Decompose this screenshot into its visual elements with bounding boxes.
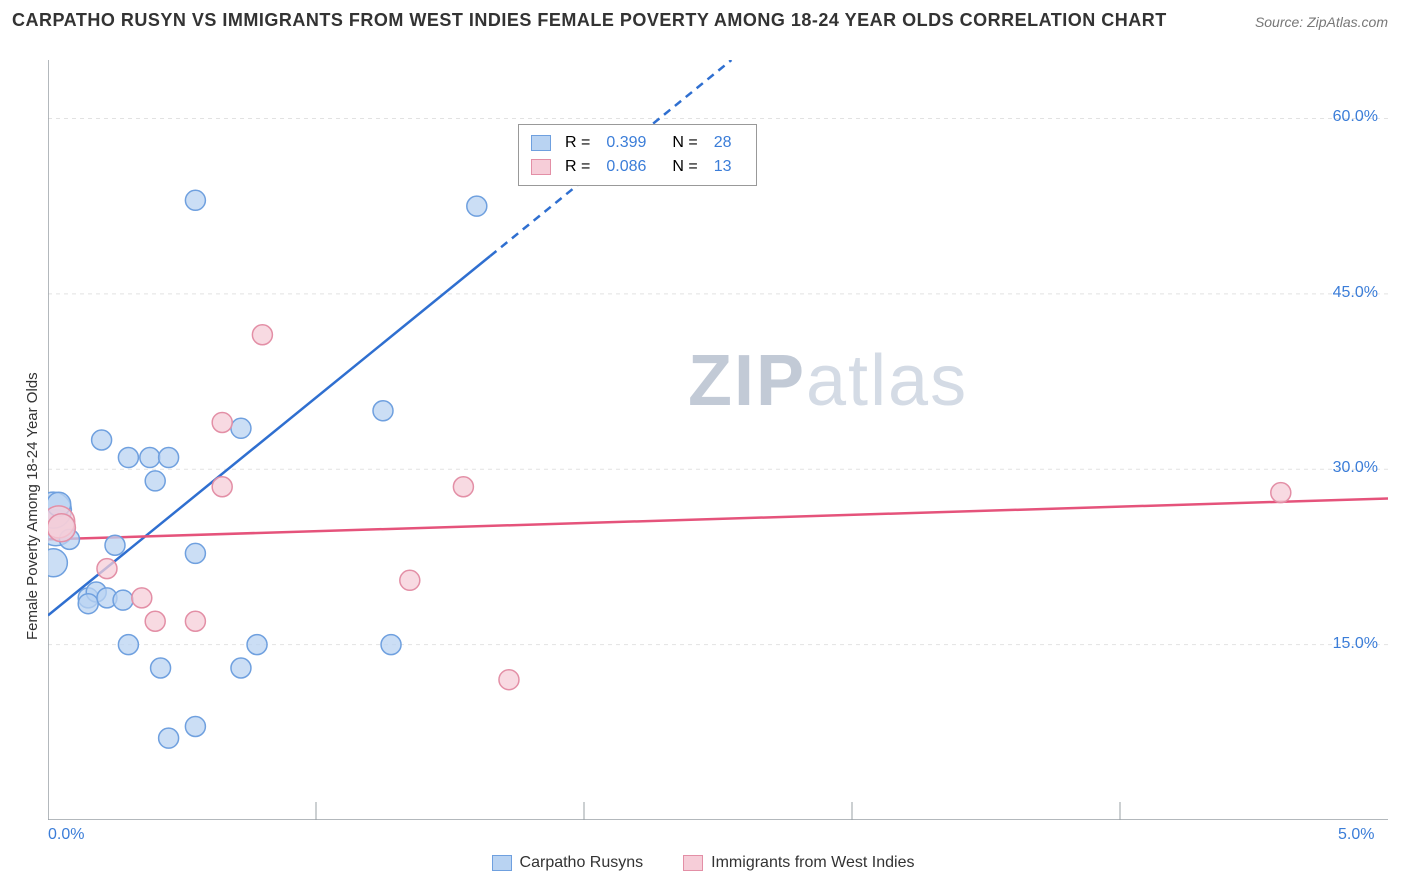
- legend-swatch-0: [531, 135, 551, 151]
- chart-container: CARPATHO RUSYN VS IMMIGRANTS FROM WEST I…: [0, 0, 1406, 892]
- r-value-0: 0.399: [606, 134, 646, 152]
- legend-bottom-label-1: Immigrants from West Indies: [711, 854, 914, 872]
- y-axis-label: Female Poverty Among 18-24 Year Olds: [24, 372, 41, 640]
- legend-stats-row-0: R = 0.399 N = 28: [531, 131, 744, 155]
- legend-bottom-item-0: Carpatho Rusyns: [492, 854, 644, 872]
- y-tick-label: 60.0%: [1318, 108, 1378, 126]
- chart-title: CARPATHO RUSYN VS IMMIGRANTS FROM WEST I…: [12, 10, 1167, 31]
- y-tick-label: 45.0%: [1318, 284, 1378, 302]
- legend-bottom-label-0: Carpatho Rusyns: [520, 854, 644, 872]
- x-tick-label: 0.0%: [48, 826, 84, 844]
- legend-bottom-swatch-0: [492, 855, 512, 871]
- legend-stats: R = 0.399 N = 28 R = 0.086 N = 13: [518, 124, 757, 186]
- source-label: Source: ZipAtlas.com: [1255, 14, 1388, 30]
- r-value-1: 0.086: [606, 158, 646, 176]
- n-label-1: N =: [672, 158, 697, 176]
- n-value-1: 13: [714, 158, 732, 176]
- legend-swatch-1: [531, 159, 551, 175]
- y-tick-label: 30.0%: [1318, 459, 1378, 477]
- n-value-0: 28: [714, 134, 732, 152]
- n-label-0: N =: [672, 134, 697, 152]
- r-label-1: R =: [565, 158, 590, 176]
- legend-bottom-item-1: Immigrants from West Indies: [683, 854, 914, 872]
- r-label-0: R =: [565, 134, 590, 152]
- legend-stats-row-1: R = 0.086 N = 13: [531, 155, 744, 179]
- x-tick-label: 5.0%: [1338, 826, 1374, 844]
- legend-bottom: Carpatho Rusyns Immigrants from West Ind…: [0, 854, 1406, 872]
- legend-bottom-swatch-1: [683, 855, 703, 871]
- chart-area: ZIPatlas R = 0.399 N = 28 R = 0.086 N = …: [48, 60, 1388, 820]
- y-tick-label: 15.0%: [1318, 635, 1378, 653]
